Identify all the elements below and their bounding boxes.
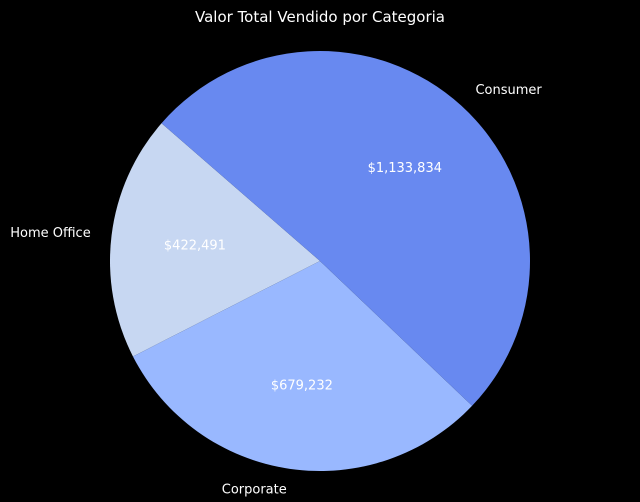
chart-title: Valor Total Vendido por Categoria	[195, 8, 445, 26]
value-label-consumer: $1,133,834	[368, 161, 442, 176]
pie-slice-home-office	[110, 123, 320, 357]
category-label-consumer: Consumer	[475, 83, 542, 98]
category-label-corporate: Corporate	[222, 483, 287, 498]
value-label-home-office: $422,491	[164, 239, 226, 254]
pie-slice-consumer	[161, 51, 530, 406]
pie-slice-corporate	[132, 261, 473, 471]
pie-slices	[110, 51, 530, 471]
pie-labels: Home Office $422,491 Corporate $679,232 Cons…	[10, 83, 542, 497]
category-label-home-office: Home Office	[10, 226, 90, 241]
value-label-corporate: $679,232	[271, 379, 333, 394]
